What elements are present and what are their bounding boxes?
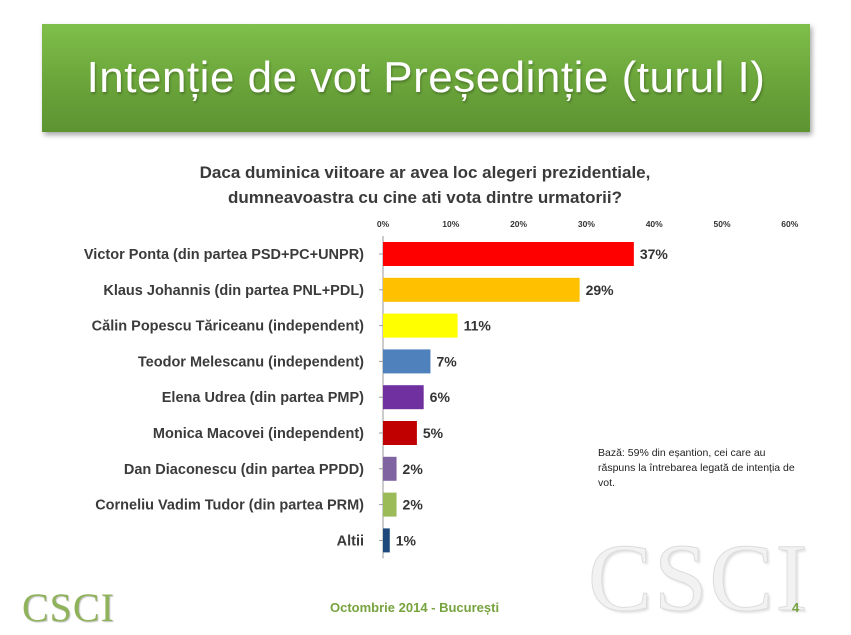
category-label: Teodor Melescanu (independent)	[138, 354, 364, 370]
bar	[383, 277, 580, 302]
x-tick-label: 10%	[442, 219, 459, 229]
bar-value-label: 5%	[423, 425, 444, 441]
x-tick-label: 50%	[713, 219, 730, 229]
x-tick-label: 30%	[578, 219, 595, 229]
sample-base-note: Bază: 59% din eșantion, cei care au răsp…	[598, 447, 795, 489]
bar-value-label: 37%	[640, 246, 669, 262]
title-banner: Intenție de vot Președinție (turul I)	[42, 24, 810, 132]
survey-question: Daca duminica viitoare ar avea loc alege…	[120, 160, 730, 210]
csci-logo: CSCI	[22, 585, 115, 630]
x-tick-label: 40%	[646, 219, 663, 229]
category-label: Dan Diaconescu (din partea PPDD)	[124, 462, 364, 478]
x-tick-label: 60%	[781, 219, 798, 229]
bar	[383, 385, 424, 410]
bar-value-label: 7%	[436, 353, 457, 369]
bar-value-label: 2%	[403, 497, 424, 513]
category-label: Klaus Johannis (din partea PNL+PDL)	[103, 283, 364, 299]
bar-value-label: 1%	[396, 532, 417, 548]
bar-value-label: 29%	[586, 282, 615, 298]
bar	[383, 456, 397, 481]
category-label: Monica Macovei (independent)	[153, 426, 364, 442]
bar	[383, 528, 390, 553]
x-tick-label: 20%	[510, 219, 527, 229]
page-number: 4	[792, 600, 800, 615]
question-line-2: dumneavoastra cu cine ati vota dintre ur…	[228, 188, 622, 207]
bar-value-label: 11%	[464, 318, 492, 334]
bar-value-label: 2%	[403, 461, 424, 477]
category-label: Călin Popescu Tăriceanu (independent)	[92, 319, 364, 335]
category-label: Victor Ponta (din partea PSD+PC+UNPR)	[84, 247, 364, 263]
bar	[383, 349, 431, 374]
footer-date-location: Octombrie 2014 - București	[330, 600, 500, 615]
category-label: Corneliu Vadim Tudor (din partea PRM)	[95, 498, 364, 514]
question-line-1: Daca duminica viitoare ar avea loc alege…	[199, 163, 651, 182]
x-tick-label: 0%	[377, 219, 390, 229]
bar	[383, 421, 417, 445]
slide-title: Intenție de vot Președinție (turul I)	[86, 53, 766, 102]
bar-value-label: 6%	[430, 389, 451, 405]
category-label: Altii	[337, 533, 364, 549]
csci-watermark: CSCI	[587, 524, 810, 632]
bar	[383, 313, 458, 338]
category-label: Elena Udrea (din partea PMP)	[162, 390, 364, 406]
bar	[383, 492, 397, 517]
bar	[383, 242, 634, 266]
